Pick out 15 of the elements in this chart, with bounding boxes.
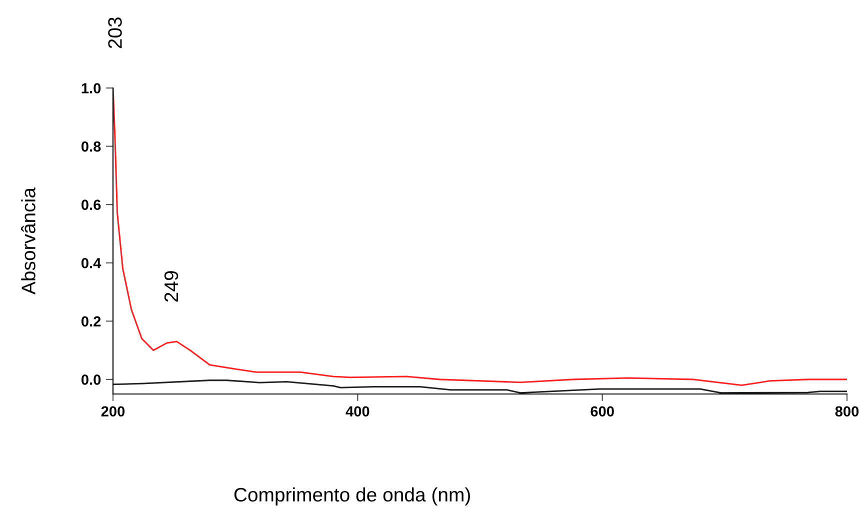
x-tick-label: 400 bbox=[346, 406, 370, 417]
annotation: 249 bbox=[164, 271, 178, 302]
x-tick-label: 800 bbox=[835, 406, 859, 417]
x-axis-title: Comprimento de onda (nm) bbox=[234, 487, 470, 506]
y-tick-label: 0.0 bbox=[82, 374, 101, 385]
y-tick-label: 0.8 bbox=[82, 141, 101, 152]
line-series bbox=[113, 88, 847, 386]
y-axis-title: Absorvância bbox=[21, 188, 36, 294]
y-tick-label: 0.2 bbox=[82, 316, 101, 327]
y-tick-label: 0.6 bbox=[82, 200, 101, 210]
annotation: 203 bbox=[108, 18, 122, 48]
y-tick-label: 0.4 bbox=[82, 258, 102, 268]
x-tick-label: 600 bbox=[590, 406, 614, 417]
x-tick-label: 200 bbox=[101, 406, 125, 417]
y-tick-label: 1.0 bbox=[82, 83, 101, 94]
